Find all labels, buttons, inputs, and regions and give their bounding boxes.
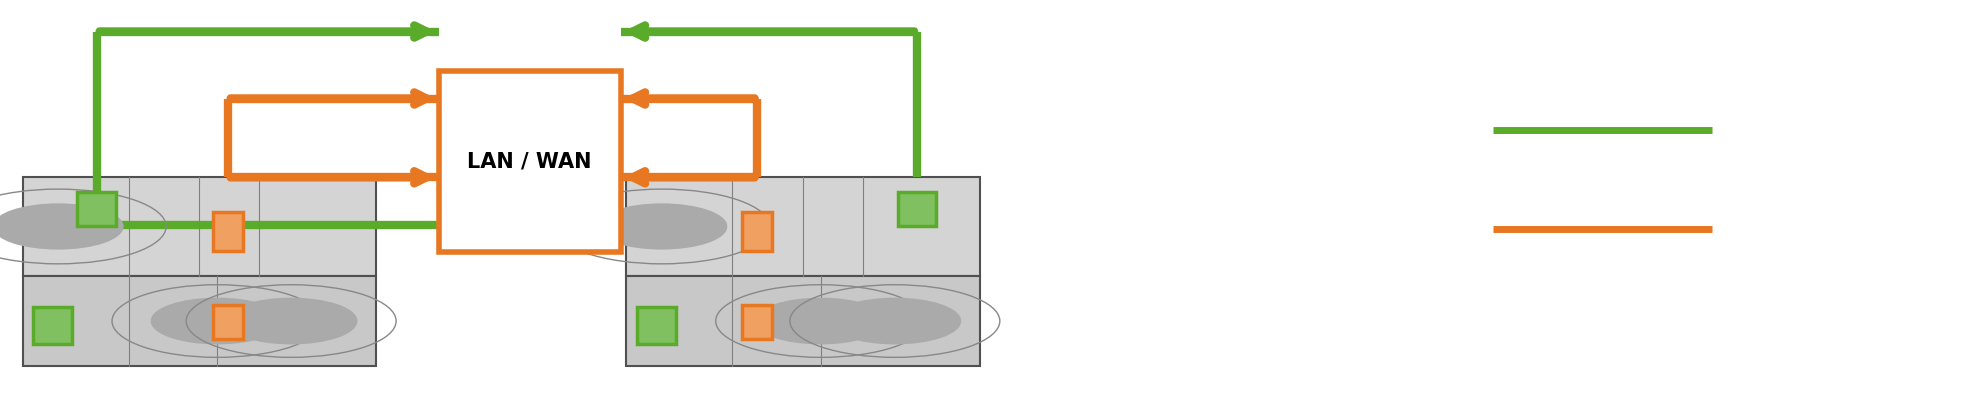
- Circle shape: [150, 298, 283, 344]
- Circle shape: [830, 298, 960, 344]
- FancyBboxPatch shape: [742, 305, 772, 339]
- FancyBboxPatch shape: [897, 192, 937, 227]
- Circle shape: [596, 204, 727, 249]
- FancyBboxPatch shape: [626, 177, 978, 276]
- FancyBboxPatch shape: [742, 212, 772, 251]
- FancyBboxPatch shape: [77, 192, 117, 227]
- FancyBboxPatch shape: [34, 307, 71, 344]
- FancyBboxPatch shape: [626, 276, 978, 366]
- Circle shape: [754, 298, 885, 344]
- FancyBboxPatch shape: [638, 307, 675, 344]
- FancyBboxPatch shape: [212, 305, 244, 339]
- FancyBboxPatch shape: [212, 212, 244, 251]
- Text: LAN / WAN: LAN / WAN: [467, 152, 592, 171]
- FancyBboxPatch shape: [438, 71, 620, 252]
- Circle shape: [226, 298, 356, 344]
- FancyBboxPatch shape: [22, 276, 376, 366]
- Circle shape: [0, 204, 123, 249]
- FancyBboxPatch shape: [22, 177, 376, 276]
